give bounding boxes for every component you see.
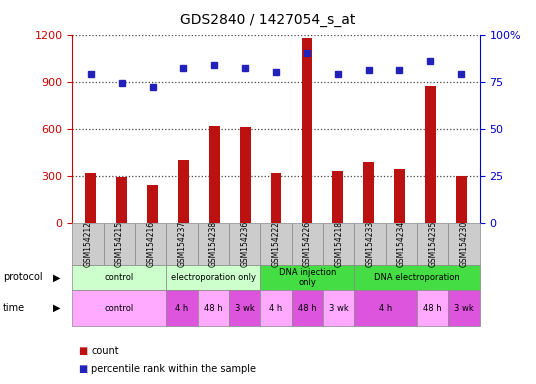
Text: GSM154222: GSM154222 xyxy=(272,221,280,267)
Text: count: count xyxy=(91,346,119,356)
Text: GSM154237: GSM154237 xyxy=(177,221,187,267)
Bar xyxy=(178,160,189,223)
Text: GSM154233: GSM154233 xyxy=(366,221,375,267)
Text: 48 h: 48 h xyxy=(204,304,222,313)
Text: GSM154235: GSM154235 xyxy=(428,221,437,267)
Bar xyxy=(116,177,127,223)
Text: ■: ■ xyxy=(78,364,87,374)
Text: DNA electroporation: DNA electroporation xyxy=(374,273,460,282)
Bar xyxy=(271,172,281,223)
Bar xyxy=(85,172,96,223)
Text: control: control xyxy=(105,304,134,313)
Text: GSM154216: GSM154216 xyxy=(146,221,155,267)
Bar xyxy=(425,86,436,223)
Text: GSM154236: GSM154236 xyxy=(240,221,249,267)
Text: time: time xyxy=(3,303,25,313)
Text: 4 h: 4 h xyxy=(175,304,189,313)
Bar xyxy=(301,38,312,223)
Text: GDS2840 / 1427054_s_at: GDS2840 / 1427054_s_at xyxy=(180,13,356,27)
Bar xyxy=(394,169,405,223)
Text: ▶: ▶ xyxy=(53,303,60,313)
Text: GSM154215: GSM154215 xyxy=(115,221,124,267)
Text: ▶: ▶ xyxy=(53,272,60,283)
Text: GSM154234: GSM154234 xyxy=(397,221,406,267)
Text: control: control xyxy=(105,273,134,282)
Text: 3 wk: 3 wk xyxy=(454,304,474,313)
Text: 48 h: 48 h xyxy=(298,304,317,313)
Text: percentile rank within the sample: percentile rank within the sample xyxy=(91,364,256,374)
Text: 48 h: 48 h xyxy=(423,304,442,313)
Text: DNA injection
only: DNA injection only xyxy=(279,268,336,287)
Text: ■: ■ xyxy=(78,346,87,356)
Text: GSM154218: GSM154218 xyxy=(334,221,343,267)
Bar xyxy=(240,127,250,223)
Text: GSM154238: GSM154238 xyxy=(209,221,218,267)
Text: GSM154230: GSM154230 xyxy=(459,221,468,267)
Bar xyxy=(147,185,158,223)
Text: electroporation only: electroporation only xyxy=(171,273,256,282)
Text: GSM154226: GSM154226 xyxy=(303,221,312,267)
Bar xyxy=(209,126,220,223)
Text: 3 wk: 3 wk xyxy=(329,304,348,313)
Text: 4 h: 4 h xyxy=(270,304,282,313)
Text: protocol: protocol xyxy=(3,272,42,283)
Text: 3 wk: 3 wk xyxy=(235,304,255,313)
Bar xyxy=(363,162,374,223)
Bar xyxy=(332,171,343,223)
Bar xyxy=(456,177,467,223)
Text: 4 h: 4 h xyxy=(379,304,392,313)
Text: GSM154212: GSM154212 xyxy=(84,221,93,267)
